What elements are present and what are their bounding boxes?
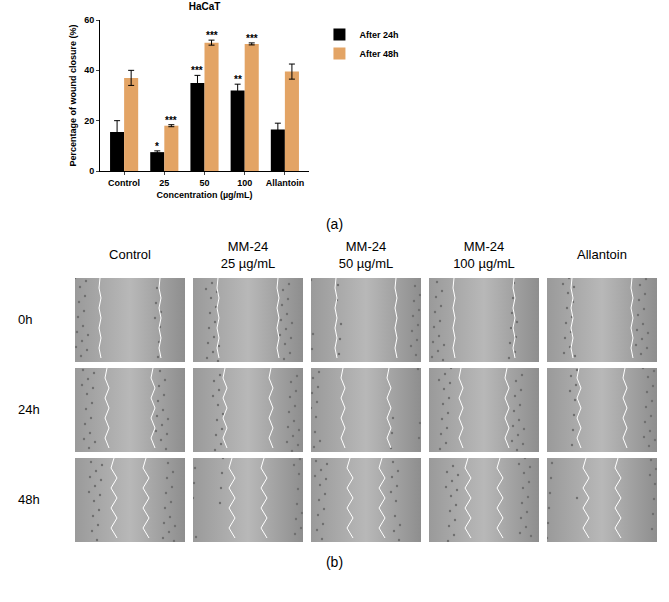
svg-text:50: 50 <box>199 178 209 188</box>
html-text:MM-24: MM-24 <box>463 239 505 254</box>
html-text:(a): (a) <box>325 216 344 232</box>
svg-text:**: ** <box>234 74 242 85</box>
svg-text:After 24h: After 24h <box>359 30 398 40</box>
svg-text:20: 20 <box>84 116 94 126</box>
html-text:48h: 48h <box>18 492 40 507</box>
html-text:24h: 24h <box>18 402 40 417</box>
html-text:(b): (b) <box>325 554 344 570</box>
svg-text:25: 25 <box>159 178 169 188</box>
html-text:25 µg/mL: 25 µg/mL <box>220 256 276 271</box>
svg-text:***: *** <box>206 30 218 41</box>
svg-text:Percentage of wound closure (%: Percentage of wound closure (%) <box>68 24 78 166</box>
html-text:MM-24: MM-24 <box>345 239 387 254</box>
svg-text:***: *** <box>191 65 203 76</box>
svg-text:After 48h: After 48h <box>359 49 398 59</box>
html-text:MM-24: MM-24 <box>227 239 269 254</box>
svg-text:Control: Control <box>108 178 140 188</box>
svg-text:0: 0 <box>89 166 94 176</box>
svg-text:*: * <box>155 141 159 152</box>
html-text:Allantoin: Allantoin <box>577 247 627 262</box>
svg-text:***: *** <box>165 115 177 126</box>
svg-text:40: 40 <box>84 65 94 75</box>
svg-text:***: *** <box>246 33 258 44</box>
html-text:Control: Control <box>109 247 151 262</box>
html-text:50 µg/mL: 50 µg/mL <box>338 256 394 271</box>
svg-text:60: 60 <box>84 15 94 25</box>
svg-text:Concentration (µg/mL): Concentration (µg/mL) <box>156 190 252 200</box>
html-text:100 µg/mL: 100 µg/mL <box>453 256 515 271</box>
svg-text:HaCaT: HaCaT <box>189 1 221 12</box>
html-text:0h: 0h <box>18 312 33 327</box>
svg-text:100: 100 <box>237 178 252 188</box>
svg-text:Allantoin: Allantoin <box>266 178 305 188</box>
